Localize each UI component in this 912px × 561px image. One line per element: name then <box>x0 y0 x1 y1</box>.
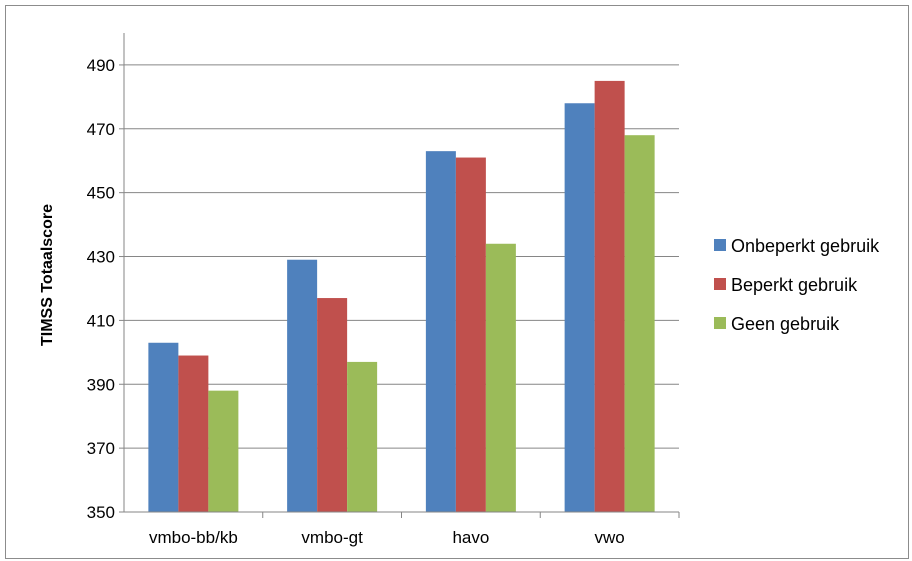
y-axis-label: TIMSS Totaalscore <box>39 204 56 346</box>
bar-havo-1 <box>455 157 486 513</box>
legend-label: Geen gebruik <box>731 314 840 334</box>
bar-vmbo-bb/kb-2 <box>208 390 239 512</box>
x-tick-label: vmbo-bb/kb <box>149 528 238 547</box>
y-tick-label: 490 <box>87 56 115 75</box>
y-tick-label: 430 <box>87 248 115 267</box>
legend-swatch <box>714 317 726 329</box>
y-tick-label: 390 <box>87 375 115 394</box>
y-tick-label: 450 <box>87 184 115 203</box>
legend-label: Onbeperkt gebruik <box>731 236 880 256</box>
legend-swatch <box>714 239 726 251</box>
bar-vwo-1 <box>594 80 625 513</box>
legend: Onbeperkt gebruik Beperkt gebruik Geen geb… <box>714 236 880 334</box>
bar-vmbo-gt-2 <box>347 361 378 512</box>
y-tick-label: 370 <box>87 439 115 458</box>
bar-havo-2 <box>485 243 516 512</box>
bar-vmbo-bb/kb-1 <box>178 355 209 512</box>
axes <box>123 33 679 513</box>
x-tick-label: vmbo-gt <box>301 528 363 547</box>
legend-label: Beperkt gebruik <box>731 275 858 295</box>
y-tick-label: 410 <box>87 311 115 330</box>
bar-vwo-0 <box>564 103 595 513</box>
y-tick-label: 350 <box>87 503 115 522</box>
x-tick-label: vwo <box>595 528 625 547</box>
bar-vmbo-gt-1 <box>317 298 348 512</box>
y-tick-labels: 350 370 390 410 430 450 470 490 <box>87 56 115 522</box>
bar-vmbo-gt-0 <box>287 259 318 512</box>
bars <box>148 80 655 513</box>
x-tick-labels: vmbo-bb/kb vmbo-gt havo vwo <box>149 528 625 547</box>
bar-vwo-2 <box>624 135 655 513</box>
y-tick-label: 470 <box>87 120 115 139</box>
bar-vmbo-bb/kb-0 <box>148 342 179 512</box>
legend-swatch <box>714 278 726 290</box>
bar-havo-0 <box>425 151 456 513</box>
x-tick-label: havo <box>452 528 489 547</box>
